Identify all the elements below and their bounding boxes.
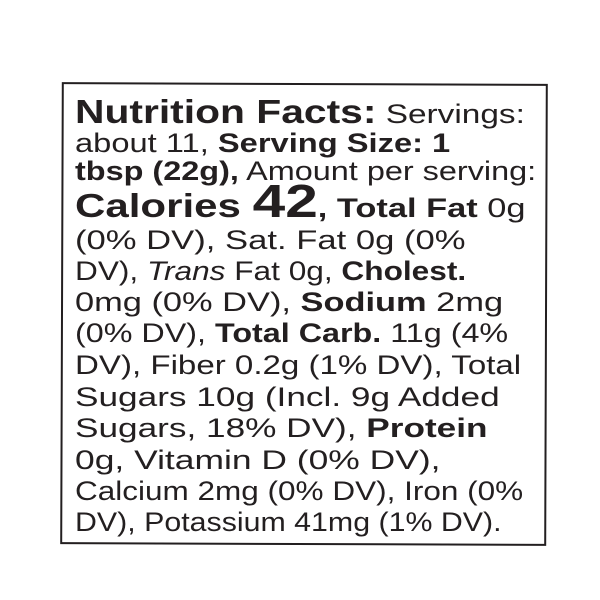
label-text: Trans [147,256,226,286]
label-text: 0g, Vitamin D (0% DV), [75,445,441,475]
label-line: 0g, Vitamin D (0% DV), [75,445,440,475]
label-text: Calories [75,186,253,224]
label-text: Nutrition Facts: [75,93,377,130]
label-line: tbsp (22g), Amount per serving: [75,156,536,186]
label-text: tbsp (22g), [75,156,239,186]
label-line: 0mg (0% DV), Sodium 2mg [75,287,503,317]
label-line: about 11, Serving Size: 1 [75,128,450,158]
label-text: Cholest. [341,256,467,286]
label-text: Serving Size: 1 [217,128,451,158]
label-text: DV), Fiber 0.2g (1% DV), Total [75,350,522,380]
label-line: Sugars, 18% DV), Protein [75,413,487,443]
label-line: DV), Potassium 41mg (1% DV). [75,507,502,537]
label-line: Sugars 10g (Incl. 9g Added [75,382,500,412]
label-text: Fat 0g, [225,256,342,286]
label-text: Total Carb. [214,318,382,348]
label-text: (0% DV), Sat. Fat 0g (0% [75,225,466,255]
label-text: 0mg (0% DV), [75,287,301,317]
label-text: DV), [75,256,148,286]
label-line: Calcium 2mg (0% DV), Iron (0% [75,476,523,506]
label-line: DV), Fiber 0.2g (1% DV), Total [75,350,521,380]
label-line: DV), Trans Fat 0g, Cholest. [75,256,466,286]
label-text: Sugars 10g (Incl. 9g Added [75,382,500,412]
label-text: 0g [477,192,526,223]
label-text: Amount per serving: [238,156,537,186]
label-text: Calcium 2mg (0% DV), Iron (0% [75,476,524,506]
label-line: Nutrition Facts: Servings: [75,95,525,129]
label-text: Protein [366,413,488,443]
label-line: Calories 42, Total Fat 0g [75,178,526,224]
label-text: Sugars, 18% DV), [75,413,367,443]
label-text: Sodium [300,287,427,317]
label-text: 11g (4% [381,318,509,348]
label-text: DV), Potassium 41mg (1% DV). [75,507,502,537]
label-text: 2mg [426,287,504,317]
label-text: about 11, [75,128,218,158]
label-line: (0% DV), Sat. Fat 0g (0% [75,225,465,255]
label-text: Servings: [376,99,525,129]
label-text: 42 [252,174,318,227]
label-text: , Total Fat [317,192,478,223]
label-line: (0% DV), Total Carb. 11g (4% [75,318,508,348]
label-text: (0% DV), [75,318,215,348]
